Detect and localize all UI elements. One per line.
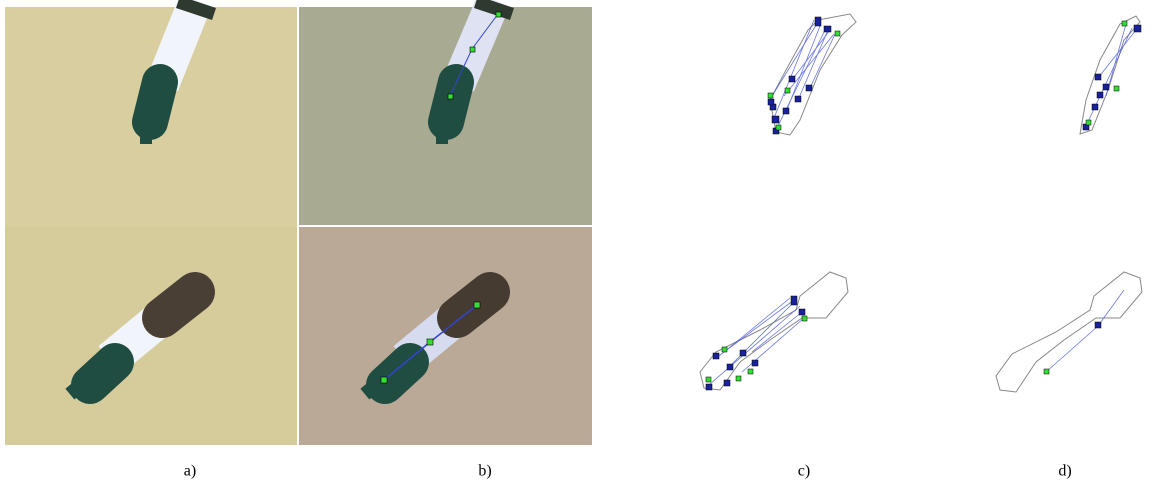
panel-label: c) [798,463,810,480]
panel-b-images [299,0,592,445]
panel-d-drawings [996,16,1142,392]
panel-label: a) [184,463,196,480]
panel-label: d) [1058,463,1071,480]
panel-c-drawings [700,14,856,390]
panel-label: b) [478,463,491,480]
panel-a-images [5,0,297,445]
figure: a) b) c) d) [0,0,1158,487]
